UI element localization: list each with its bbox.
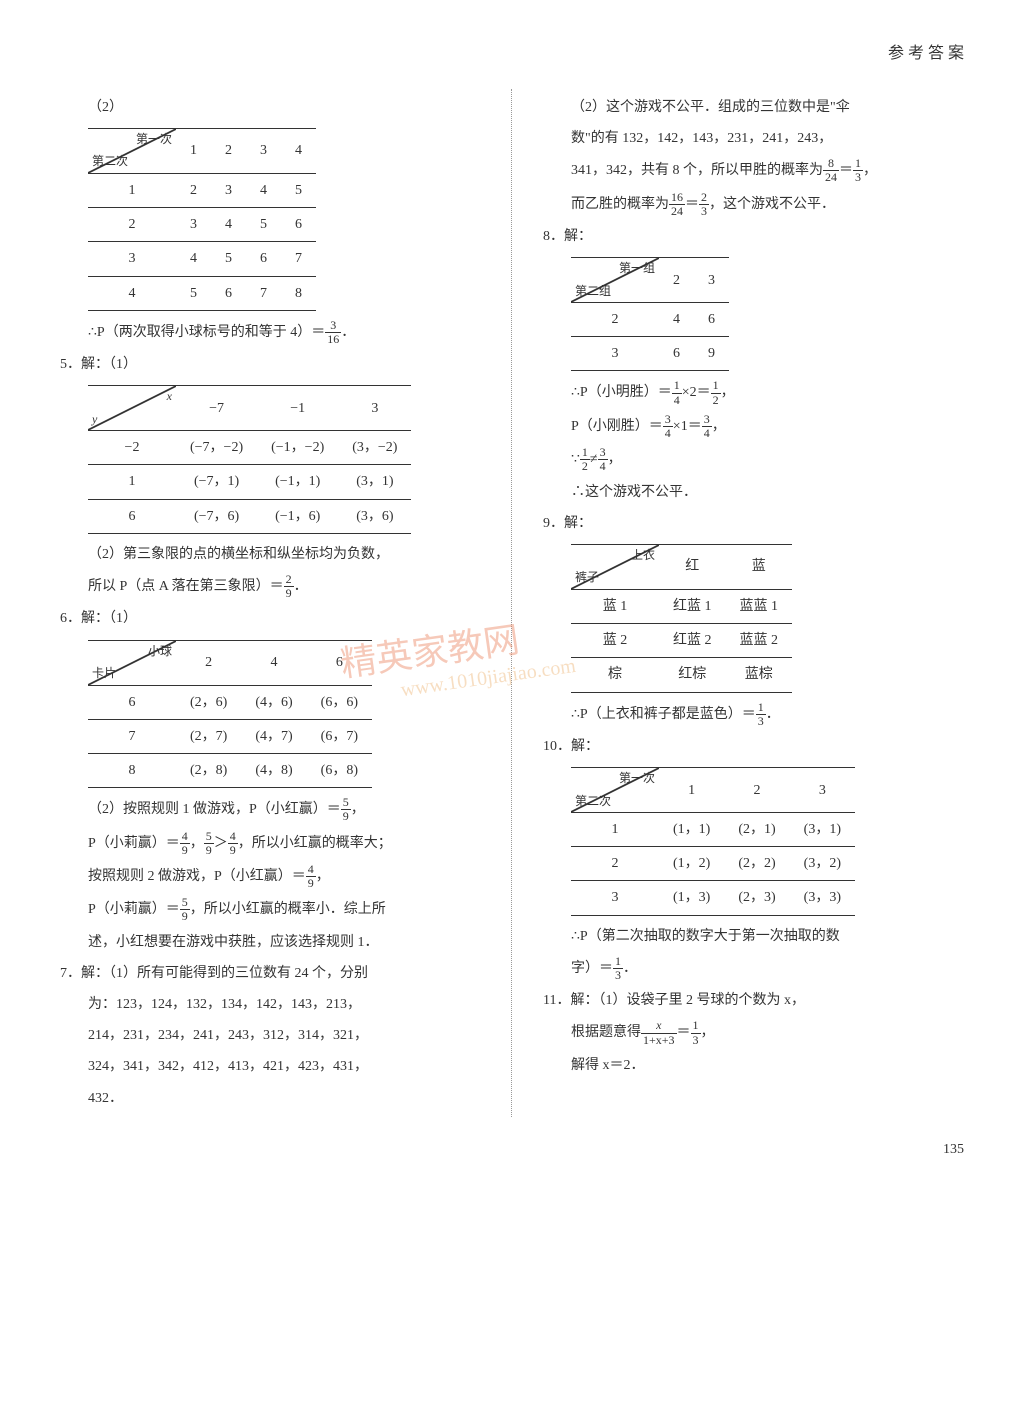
text: 10．解： <box>543 734 964 759</box>
text: 数"的有 132，142，143，231，241，243， <box>543 126 964 151</box>
left-col: （2） 第一次第二次 1234 12345 23456 34567 45678 … <box>60 89 481 1117</box>
text: ∴P（小明胜）＝14×2＝12， <box>543 379 964 406</box>
table-2: xy −7−13 −2(−7，−2)(−1，−2)(3，−2) 1(−7，1)(… <box>88 385 411 534</box>
text: ∵12≠34， <box>543 446 964 473</box>
text: （2）按照规则 1 做游戏，P（小红赢）＝59， <box>60 796 481 823</box>
table-5: 上衣裤子 红蓝 蓝 1红蓝 1蓝蓝 1 蓝 2红蓝 2蓝蓝 2 棕红棕蓝棕 <box>571 544 792 693</box>
table-3: 小球卡片 246 6(2，6)(4，6)(6，6) 7(2，7)(4，7)(6，… <box>88 640 372 789</box>
columns: （2） 第一次第二次 1234 12345 23456 34567 45678 … <box>60 89 964 1117</box>
text: 7．解：（1）所有可能得到的三位数有 24 个，分别 <box>60 961 481 986</box>
table-4: 第一组第二组 23 246 369 <box>571 257 729 371</box>
right-col: （2）这个游戏不公平．组成的三位数中是"伞 数"的有 132，142，143，2… <box>543 89 964 1117</box>
text: 214，231，234，241，243，312，314，321， <box>60 1023 481 1048</box>
text: 而乙胜的概率为1624＝23，这个游戏不公平． <box>543 191 964 218</box>
text: 5．解：（1） <box>60 352 481 377</box>
text: 9．解： <box>543 511 964 536</box>
text: 11．解：（1）设袋子里 2 号球的个数为 x， <box>543 988 964 1013</box>
text: 所以 P（点 A 落在第三象限）＝29． <box>60 573 481 600</box>
text: 按照规则 2 做游戏，P（小红赢）＝49， <box>60 863 481 890</box>
text: 341，342，共有 8 个，所以甲胜的概率为824＝13， <box>543 157 964 184</box>
table-1: 第一次第二次 1234 12345 23456 34567 45678 <box>88 128 316 311</box>
text: 字）＝13． <box>543 955 964 982</box>
text: 解得 x＝2． <box>543 1053 964 1078</box>
text: （2）这个游戏不公平．组成的三位数中是"伞 <box>543 95 964 120</box>
page-number: 135 <box>60 1137 964 1162</box>
text: 432． <box>60 1086 481 1111</box>
header: 参 考 答 案 <box>60 40 964 69</box>
text: 根据题意得x1+x+3＝13， <box>543 1019 964 1046</box>
text: 6．解：（1） <box>60 606 481 631</box>
text: P（小刚胜）＝34×1＝34， <box>543 413 964 440</box>
text: 324，341，342，412，413，421，423，431， <box>60 1054 481 1079</box>
text: ∴这个游戏不公平． <box>543 480 964 505</box>
text: 8．解： <box>543 224 964 249</box>
text: ∴P（上衣和裤子都是蓝色）＝13． <box>543 701 964 728</box>
column-divider <box>511 89 513 1117</box>
text: ∴P（两次取得小球标号的和等于 4）＝316． <box>60 319 481 346</box>
text: 述，小红想要在游戏中获胜，应该选择规则 1． <box>60 930 481 955</box>
text: ∴P（第二次抽取的数字大于第一次抽取的数 <box>543 924 964 949</box>
page: 参 考 答 案 精英家教网 www.1010jiajiao.com （2） 第一… <box>60 40 964 1162</box>
text: 为：123，124，132，134，142，143，213， <box>60 992 481 1017</box>
text: （2） <box>60 95 481 120</box>
text: P（小莉赢）＝49，59＞49，所以小红赢的概率大； <box>60 830 481 857</box>
table-6: 第一次第二次 123 1(1，1)(2，1)(3，1) 2(1，2)(2，2)(… <box>571 767 855 916</box>
text: （2）第三象限的点的横坐标和纵坐标均为负数， <box>60 542 481 567</box>
text: P（小莉赢）＝59，所以小红赢的概率小．综上所 <box>60 896 481 923</box>
